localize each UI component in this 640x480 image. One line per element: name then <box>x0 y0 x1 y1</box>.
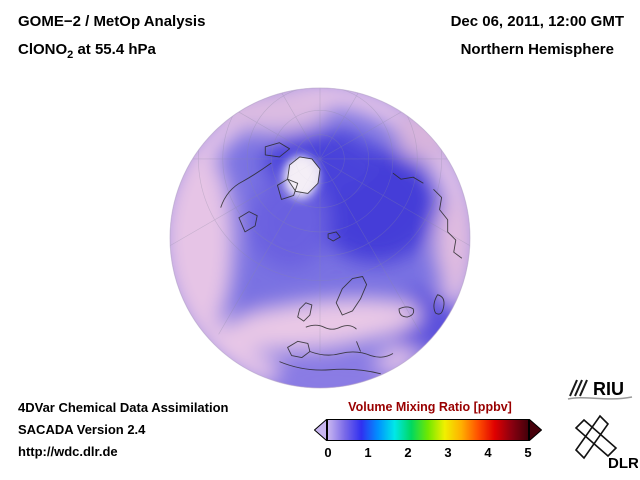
version-label: SACADA Version 2.4 <box>18 422 146 437</box>
tick-label: 1 <box>364 445 372 460</box>
tick-label: 0 <box>324 445 332 460</box>
dlr-logo-text: DLR <box>608 455 638 472</box>
assimilation-label: 4DVar Chemical Data Assimilation <box>18 400 229 415</box>
colorbar-bar <box>314 419 546 441</box>
riu-logo-icon: RIU <box>567 379 633 400</box>
dlr-logo-icon: DLR <box>574 414 638 472</box>
colorbar-right-arrow-icon <box>529 419 542 441</box>
title-block: GOME−2 / MetOp Analysis ClONO2 at 55.4 h… <box>18 12 205 65</box>
tick-label: 3 <box>444 445 452 460</box>
colorbar-ticks: 0 1 2 3 4 5 <box>314 445 546 461</box>
credits-block: 4DVar Chemical Data Assimilation SACADA … <box>18 397 229 463</box>
date-block: Dec 06, 2011, 12:00 GMT Northern Hemisph… <box>451 12 624 59</box>
analysis-title: GOME−2 / MetOp Analysis <box>18 13 206 30</box>
species-name: ClONO <box>18 41 68 58</box>
analysis-datetime: Dec 06, 2011, 12:00 GMT <box>450 13 624 30</box>
globe-map <box>169 87 471 389</box>
tick-label: 4 <box>484 445 492 460</box>
tick-label: 2 <box>404 445 412 460</box>
pressure-level: at 55.4 hPa <box>73 41 156 58</box>
colorbar: Volume Mixing Ratio [ppbv] 0 1 2 3 4 5 <box>314 400 546 461</box>
tick-label: 5 <box>524 445 532 460</box>
riu-logo-text: RIU <box>593 379 624 399</box>
colorbar-left-arrow-icon <box>314 419 327 441</box>
colorbar-gradient <box>327 419 529 441</box>
hemisphere-label: Northern Hemisphere <box>460 41 614 58</box>
coastlines <box>220 142 463 375</box>
species-subscript: 2 <box>67 49 74 61</box>
website-url: http://wdc.dlr.de <box>18 444 118 459</box>
colorbar-title: Volume Mixing Ratio [ppbv] <box>348 400 512 414</box>
species-level-title: ClONO2 at 55.4 hPa <box>18 40 205 65</box>
